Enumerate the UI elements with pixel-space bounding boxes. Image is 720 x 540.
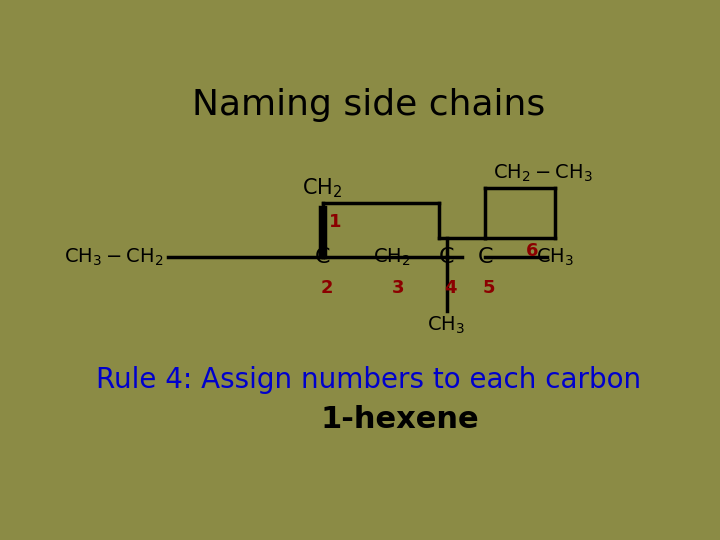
Text: 1-hexene: 1-hexene (320, 404, 480, 434)
Text: $\mathregular{CH_3-CH_2}$: $\mathregular{CH_3-CH_2}$ (64, 247, 163, 268)
Text: $\mathregular{CH_2-CH_3}$: $\mathregular{CH_2-CH_3}$ (493, 163, 593, 184)
Text: $\mathregular{CH_2}$: $\mathregular{CH_2}$ (374, 247, 411, 268)
Text: $\mathregular{C}$: $\mathregular{C}$ (477, 247, 493, 267)
Text: Naming side chains: Naming side chains (192, 88, 546, 122)
Text: 2: 2 (320, 279, 333, 297)
Text: 5: 5 (483, 279, 495, 297)
Text: $\mathregular{CH_2}$: $\mathregular{CH_2}$ (302, 176, 343, 200)
Text: 4: 4 (444, 279, 456, 297)
Text: 3: 3 (392, 279, 405, 297)
Text: 1: 1 (329, 213, 341, 232)
Text: $\mathregular{C}$: $\mathregular{C}$ (438, 247, 454, 267)
Text: $\mathregular{CH_3}$: $\mathregular{CH_3}$ (428, 315, 466, 336)
Text: $\mathregular{CH_3}$: $\mathregular{CH_3}$ (536, 247, 574, 268)
Text: 6: 6 (526, 242, 538, 260)
Text: Rule 4: Assign numbers to each carbon: Rule 4: Assign numbers to each carbon (96, 367, 642, 395)
Text: $\mathregular{C}$: $\mathregular{C}$ (315, 247, 330, 267)
